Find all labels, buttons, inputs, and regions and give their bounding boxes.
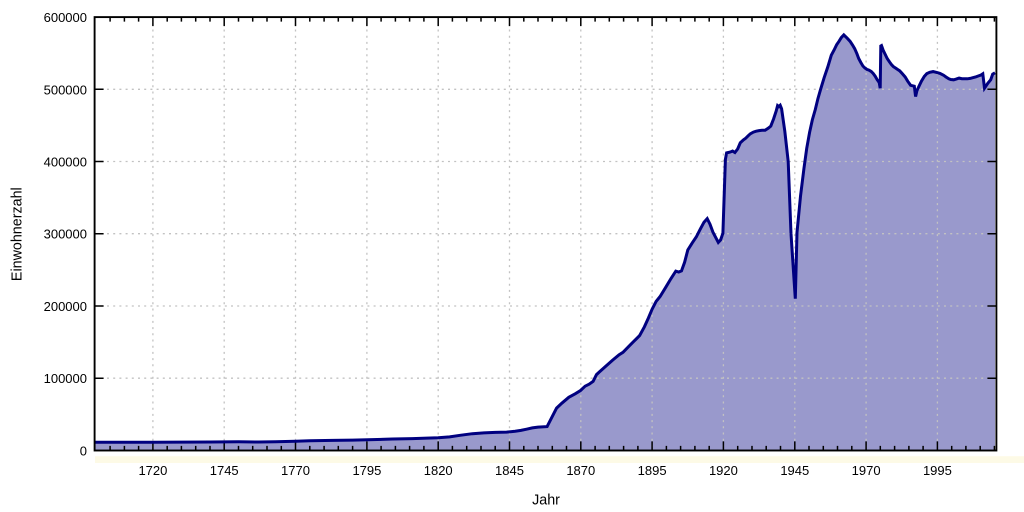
svg-text:200000: 200000 — [44, 299, 87, 314]
svg-text:0: 0 — [80, 443, 87, 458]
svg-text:1770: 1770 — [281, 463, 310, 478]
svg-text:1970: 1970 — [852, 463, 881, 478]
svg-text:600000: 600000 — [44, 10, 87, 25]
svg-text:1895: 1895 — [638, 463, 667, 478]
svg-text:1720: 1720 — [138, 463, 167, 478]
svg-text:1845: 1845 — [495, 463, 524, 478]
svg-text:1995: 1995 — [923, 463, 952, 478]
svg-text:1820: 1820 — [424, 463, 453, 478]
svg-text:100000: 100000 — [44, 371, 87, 386]
svg-text:Jahr: Jahr — [532, 492, 560, 508]
svg-text:1795: 1795 — [352, 463, 381, 478]
svg-text:1870: 1870 — [566, 463, 595, 478]
svg-text:400000: 400000 — [44, 155, 87, 170]
svg-text:300000: 300000 — [44, 227, 87, 242]
svg-text:Einwohnerzahl: Einwohnerzahl — [9, 187, 25, 281]
svg-text:1945: 1945 — [780, 463, 809, 478]
svg-text:1920: 1920 — [709, 463, 738, 478]
svg-text:500000: 500000 — [44, 82, 87, 97]
svg-text:1745: 1745 — [210, 463, 239, 478]
